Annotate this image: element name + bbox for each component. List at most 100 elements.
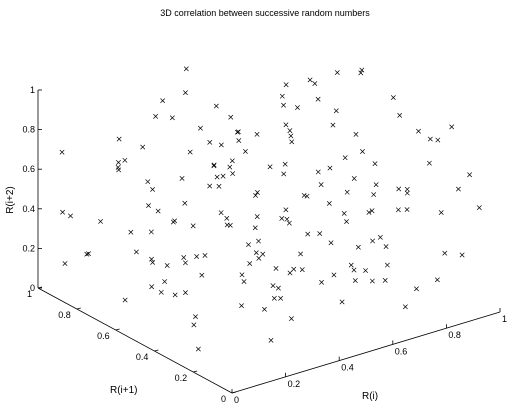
data-point bbox=[169, 115, 175, 121]
data-points bbox=[59, 66, 482, 352]
data-point bbox=[438, 210, 444, 216]
data-point bbox=[122, 297, 128, 303]
z-tick-label: 0 bbox=[30, 283, 35, 293]
data-point bbox=[377, 234, 383, 240]
data-point bbox=[229, 158, 235, 164]
data-point bbox=[382, 277, 388, 283]
data-point bbox=[307, 77, 313, 83]
data-point bbox=[164, 263, 170, 268]
data-point bbox=[339, 299, 345, 305]
data-point bbox=[254, 214, 260, 220]
data-point bbox=[182, 260, 188, 266]
data-point bbox=[235, 129, 241, 135]
data-point bbox=[247, 261, 253, 266]
data-point bbox=[239, 272, 245, 278]
data-point bbox=[434, 277, 440, 283]
data-point bbox=[116, 136, 122, 142]
data-point bbox=[279, 216, 285, 221]
data-point bbox=[312, 81, 318, 87]
data-point bbox=[183, 90, 188, 96]
data-point bbox=[396, 186, 402, 192]
data-point bbox=[241, 279, 247, 285]
y-tick-mark bbox=[193, 370, 198, 373]
data-point bbox=[353, 131, 359, 137]
data-point bbox=[62, 261, 68, 267]
data-point bbox=[281, 171, 287, 177]
y-tick-label: 0.4 bbox=[136, 352, 149, 362]
data-point bbox=[372, 161, 378, 167]
x-axis-label: R(i) bbox=[362, 391, 378, 402]
data-point bbox=[298, 251, 304, 257]
z-tick-label: 0.2 bbox=[22, 243, 35, 253]
data-point bbox=[383, 244, 389, 250]
data-point bbox=[281, 102, 286, 108]
data-point bbox=[351, 267, 357, 273]
y-tick-mark bbox=[231, 391, 237, 394]
data-point bbox=[287, 128, 293, 134]
data-point bbox=[146, 203, 151, 209]
data-point bbox=[150, 186, 156, 192]
data-point bbox=[328, 240, 334, 246]
data-point bbox=[476, 205, 482, 211]
data-point bbox=[348, 262, 354, 268]
data-point bbox=[371, 192, 377, 198]
data-point bbox=[191, 322, 197, 328]
data-point bbox=[224, 222, 230, 228]
z-tick-label: 1 bbox=[30, 85, 35, 95]
data-point bbox=[254, 190, 260, 195]
y-tick-mark bbox=[154, 349, 159, 352]
data-point bbox=[344, 189, 350, 195]
data-point bbox=[145, 179, 151, 185]
data-point bbox=[317, 231, 323, 236]
data-point bbox=[273, 265, 279, 271]
data-point bbox=[227, 164, 233, 170]
data-point bbox=[360, 149, 365, 154]
data-point bbox=[59, 149, 65, 155]
data-point bbox=[330, 122, 336, 128]
data-point bbox=[341, 211, 347, 216]
data-point bbox=[254, 131, 260, 137]
data-point bbox=[390, 95, 396, 101]
data-point bbox=[160, 98, 166, 104]
data-point bbox=[275, 285, 281, 291]
z-tick-label: 0.8 bbox=[22, 125, 35, 135]
data-point bbox=[291, 266, 297, 272]
data-point bbox=[327, 165, 333, 171]
data-point bbox=[153, 113, 159, 119]
x-tick-label: 0.2 bbox=[288, 379, 301, 389]
data-point bbox=[289, 139, 295, 145]
data-point bbox=[68, 213, 73, 219]
data-point bbox=[435, 137, 441, 143]
x-tick-label: 0 bbox=[234, 395, 239, 405]
data-point bbox=[214, 174, 220, 180]
data-point bbox=[270, 283, 276, 289]
data-point bbox=[351, 176, 357, 181]
data-point bbox=[128, 229, 134, 235]
data-point bbox=[318, 182, 324, 188]
y-tick-label: 0.8 bbox=[58, 310, 71, 320]
data-point bbox=[172, 292, 178, 298]
data-point bbox=[426, 160, 432, 166]
data-point bbox=[162, 279, 168, 285]
data-point bbox=[305, 231, 311, 237]
data-point bbox=[397, 112, 403, 118]
data-point bbox=[140, 144, 146, 150]
data-point bbox=[239, 303, 244, 309]
data-point bbox=[199, 272, 205, 278]
data-point bbox=[86, 251, 91, 257]
data-point bbox=[230, 171, 236, 177]
data-point bbox=[331, 272, 337, 278]
data-point bbox=[355, 244, 361, 250]
data-point bbox=[304, 193, 310, 199]
data-point bbox=[253, 193, 258, 198]
data-point bbox=[326, 200, 332, 206]
z-tick-label: 0.4 bbox=[22, 204, 35, 214]
data-point bbox=[369, 208, 375, 214]
data-point bbox=[333, 108, 339, 114]
data-point bbox=[261, 306, 267, 312]
data-point bbox=[455, 186, 461, 192]
data-point bbox=[150, 259, 156, 265]
data-point bbox=[416, 128, 421, 134]
